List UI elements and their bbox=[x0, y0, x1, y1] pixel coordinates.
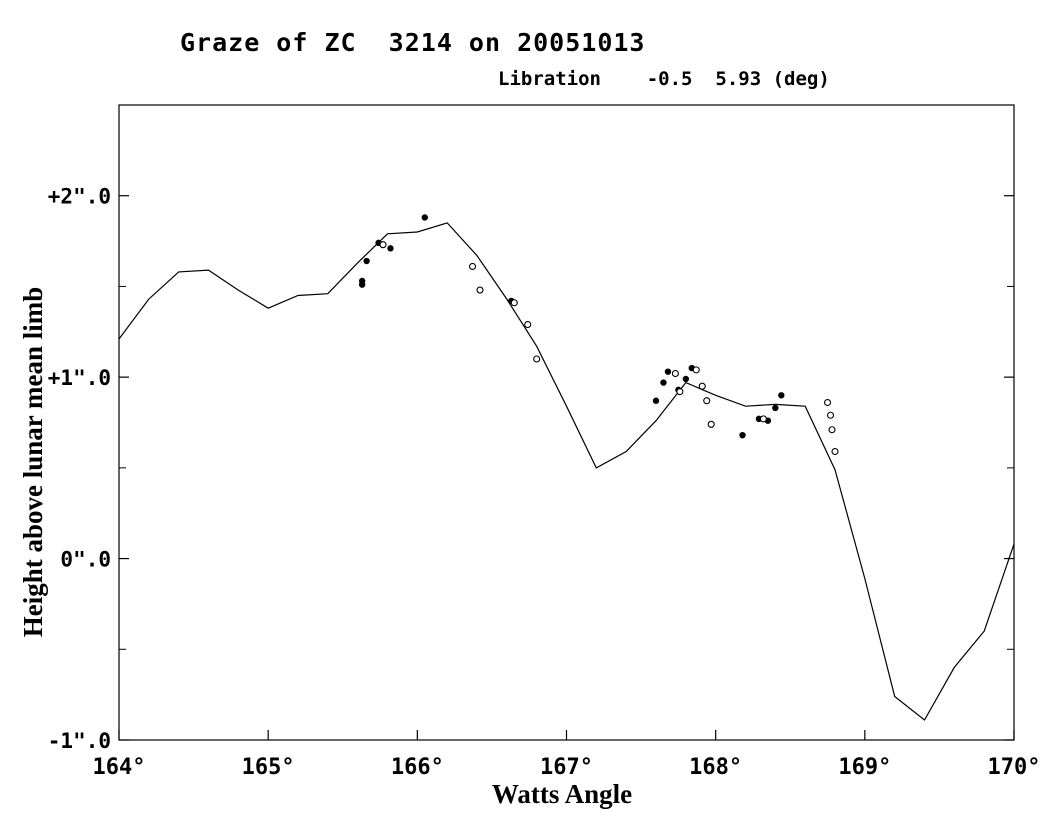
filled-observation-point bbox=[682, 375, 690, 383]
x-tick-label: 169° bbox=[838, 755, 891, 780]
filled-observation-point bbox=[778, 392, 785, 399]
filled-observation-point bbox=[660, 379, 667, 386]
open-observation-point bbox=[707, 420, 715, 428]
open-observation-point bbox=[698, 382, 706, 390]
y-tick-label: +2".0 bbox=[48, 185, 111, 209]
open-observation-point bbox=[826, 411, 835, 419]
filled-observation-point bbox=[739, 432, 746, 439]
open-observation-point bbox=[510, 299, 518, 307]
open-observation-point bbox=[524, 320, 532, 329]
x-tick-label: 167° bbox=[540, 755, 593, 780]
x-tick-label: 166° bbox=[391, 755, 444, 780]
filled-observation-point bbox=[421, 214, 428, 221]
open-observation-point bbox=[533, 355, 541, 363]
y-tick-label: 0".0 bbox=[60, 548, 111, 572]
open-observation-point bbox=[823, 398, 832, 407]
open-observation-point bbox=[476, 286, 484, 294]
open-observation-point bbox=[379, 241, 387, 249]
y-axis-ticks: +2".0 +1".0 0".0 -1".0 bbox=[48, 185, 1014, 753]
x-axis-label: Watts Angle bbox=[492, 779, 632, 809]
filled-observation-point bbox=[772, 404, 779, 412]
filled-observation-point bbox=[387, 245, 394, 252]
open-observation-point bbox=[468, 262, 477, 271]
open-observation-point bbox=[676, 388, 684, 396]
filled-observation-point bbox=[363, 257, 370, 265]
open-observation-point bbox=[831, 447, 839, 456]
libration-value-2: 5.93 bbox=[715, 68, 762, 90]
y-axis-label: Height above lunar mean limb bbox=[18, 287, 48, 638]
limb-profile-layer bbox=[118, 222, 1015, 721]
libration-label: Libration bbox=[498, 68, 601, 90]
chart-title: Graze of ZC 3214 on 20051013 bbox=[180, 28, 646, 57]
filled-observation-point bbox=[664, 368, 672, 375]
filled-observation-point bbox=[358, 277, 366, 285]
limb-profile-line bbox=[118, 222, 1015, 721]
filled-observation-point bbox=[652, 397, 660, 404]
x-tick-label: 170° bbox=[988, 755, 1041, 780]
y-tick-label: -1".0 bbox=[48, 729, 111, 753]
x-axis-ticks: 164° 165° 166° 167° 168° 169° 170° bbox=[93, 730, 1041, 780]
x-tick-label: 165° bbox=[242, 755, 295, 780]
open-observation-point bbox=[759, 415, 767, 423]
open-observation-point bbox=[692, 366, 700, 374]
open-observation-point bbox=[671, 369, 679, 378]
x-tick-label: 168° bbox=[689, 755, 742, 780]
libration-readout: Libration -0.5 5.93 (deg) bbox=[498, 68, 830, 90]
observation-points-layer bbox=[358, 214, 839, 456]
open-observation-point bbox=[703, 397, 711, 405]
y-tick-label: +1".0 bbox=[48, 366, 111, 390]
libration-unit: (deg) bbox=[772, 68, 830, 90]
plot-frame bbox=[118, 104, 1015, 741]
x-tick-label: 164° bbox=[93, 755, 146, 780]
open-observation-point bbox=[828, 426, 836, 434]
libration-value-1: -0.5 bbox=[646, 68, 693, 90]
